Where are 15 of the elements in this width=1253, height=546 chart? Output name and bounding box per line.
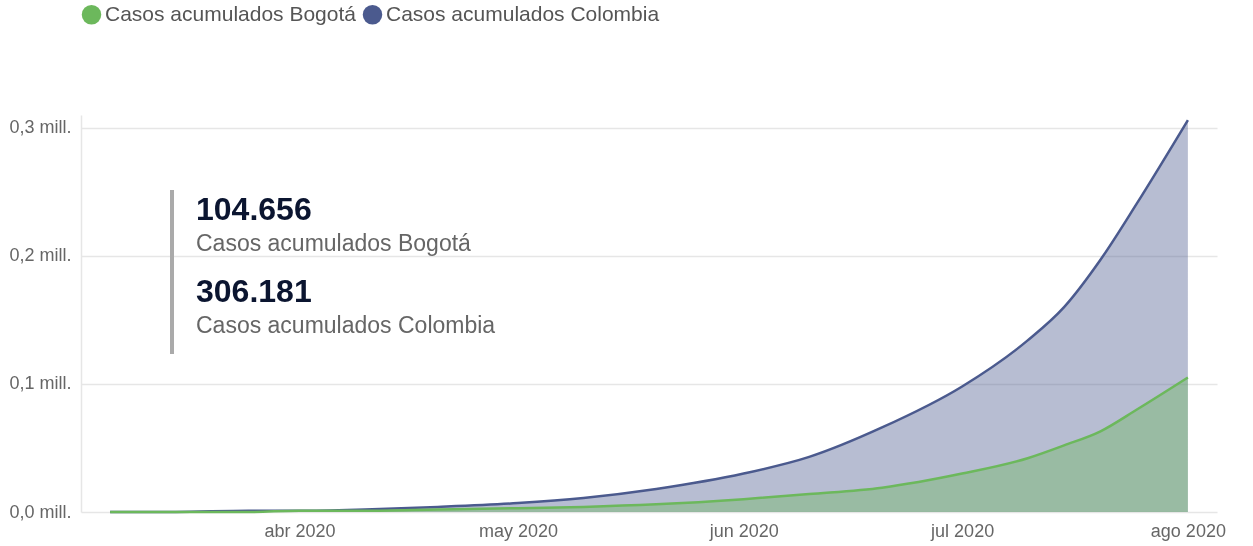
legend-label: Casos acumulados Colombia bbox=[386, 1, 660, 25]
x-tick-label: ago 2020 bbox=[1150, 520, 1226, 541]
y-tick-label: 0,3 mill. bbox=[9, 117, 72, 138]
annotation: Casos acumulados Bogotá bbox=[196, 229, 472, 258]
y-tick-label: 0,1 mill. bbox=[9, 373, 72, 394]
x-tick-label: jul 2020 bbox=[930, 520, 995, 541]
y-tick-label: 0,0 mill. bbox=[9, 501, 72, 522]
annotation: 104.656 bbox=[196, 190, 313, 228]
x-tick-label: abr 2020 bbox=[264, 520, 336, 541]
x-tick-label: may 2020 bbox=[478, 520, 558, 541]
legend-label: Casos acumulados Bogotá bbox=[105, 1, 357, 25]
annotation: Casos acumulados Colombia bbox=[196, 311, 496, 340]
x-tick-label: jun 2020 bbox=[708, 520, 779, 541]
y-tick-label: 0,2 mill. bbox=[9, 245, 72, 266]
annotation: 306.181 bbox=[196, 272, 313, 310]
